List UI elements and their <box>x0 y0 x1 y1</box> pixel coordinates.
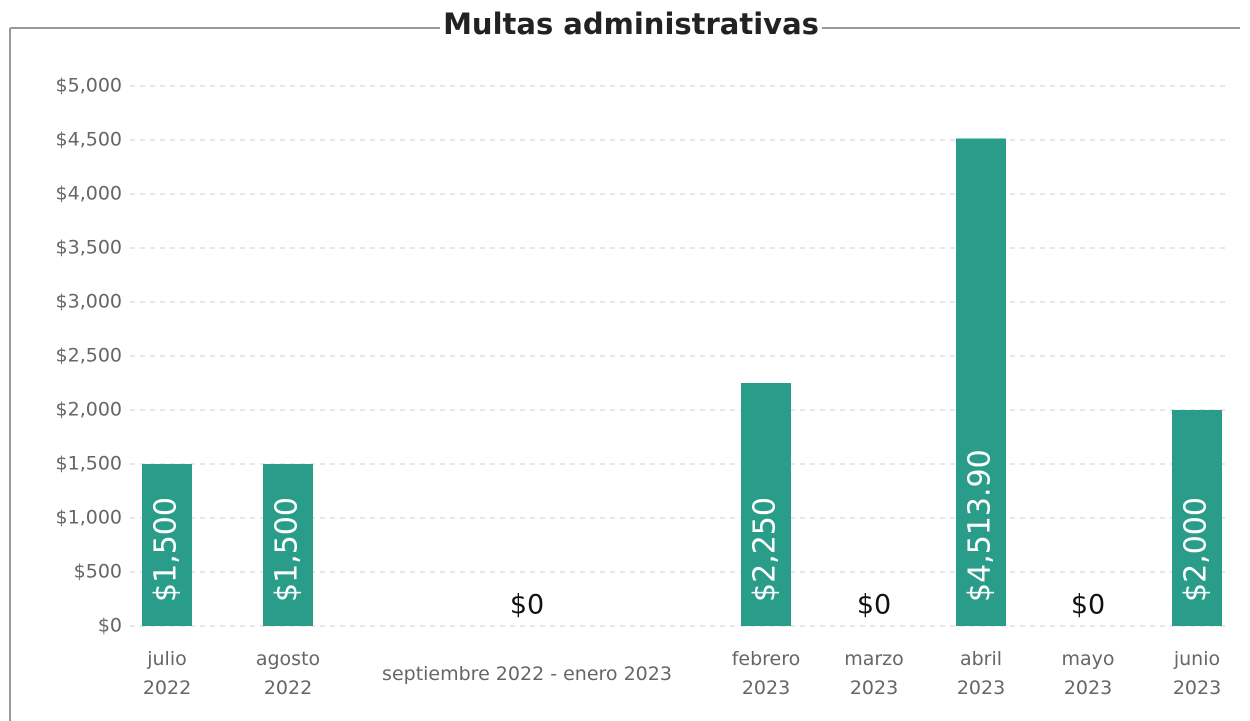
bar <box>142 464 192 626</box>
y-tick-label: $3,500 <box>56 237 122 259</box>
y-tick-label: $5,000 <box>56 75 122 97</box>
value-label: $0 <box>1071 590 1105 621</box>
chart-title: Multas administrativas <box>443 7 819 41</box>
x-tick-label-line: 2023 <box>850 677 898 699</box>
x-tick-label: abril 2023 <box>957 648 1005 699</box>
x-tick-label-line: abril <box>960 648 1002 670</box>
x-tick-label: febrero 2023 <box>732 648 801 699</box>
y-tick-label: $3,000 <box>56 291 122 313</box>
x-tick-label-line: 2022 <box>264 677 312 699</box>
value-label: $2,250 <box>748 497 783 602</box>
x-tick-label: marzo 2023 <box>844 648 904 699</box>
x-tick-label-line: 2023 <box>742 677 790 699</box>
bar <box>1172 410 1222 626</box>
x-tick-label-line: junio <box>1173 648 1220 670</box>
value-label: $0 <box>857 590 891 621</box>
x-tick-label-line: julio <box>146 648 187 670</box>
y-tick-label: $4,500 <box>56 129 122 151</box>
x-tick-label-line: 2023 <box>957 677 1005 699</box>
value-label: $1,500 <box>270 497 305 602</box>
value-label: $1,500 <box>149 497 184 602</box>
x-tick-label-line: septiembre 2022 - enero 2023 <box>382 663 672 685</box>
bar <box>263 464 313 626</box>
x-tick-label-line: agosto <box>256 648 320 670</box>
x-tick-label: agosto 2022 <box>256 648 320 699</box>
y-tick-label: $1,000 <box>56 507 122 529</box>
value-label: $2,000 <box>1179 497 1214 602</box>
bar <box>741 383 791 626</box>
y-tick-label: $4,000 <box>56 183 122 205</box>
value-label: $0 <box>510 590 544 621</box>
x-tick-label: junio 2023 <box>1173 648 1221 699</box>
x-tick-label-line: marzo <box>844 648 904 670</box>
y-tick-label: $500 <box>74 561 122 583</box>
y-tick-label: $2,500 <box>56 345 122 367</box>
x-tick-label-line: 2023 <box>1064 677 1112 699</box>
bar <box>956 138 1006 627</box>
x-tick-label: julio 2022 <box>143 648 191 699</box>
y-tick-label: $0 <box>98 615 122 637</box>
x-tick-label-line: 2022 <box>143 677 191 699</box>
x-tick-label-line: 2023 <box>1173 677 1221 699</box>
x-tick-label: septiembre 2022 - enero 2023 <box>382 663 672 685</box>
y-tick-label: $1,500 <box>56 453 122 475</box>
value-label: $4,513.90 <box>963 449 998 602</box>
x-tick-label: mayo 2023 <box>1061 648 1114 699</box>
x-tick-label-line: mayo <box>1061 648 1114 670</box>
x-tick-label-line: febrero <box>732 648 801 670</box>
y-tick-label: $2,000 <box>56 399 122 421</box>
